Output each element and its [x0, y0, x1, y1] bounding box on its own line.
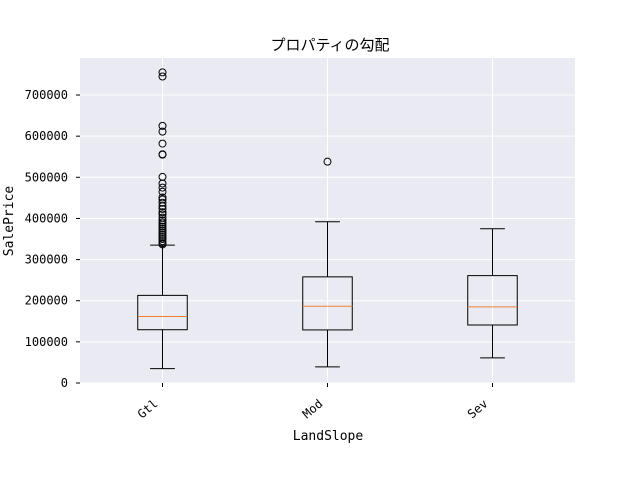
outlier-point — [158, 68, 167, 77]
outlier-point — [158, 237, 167, 246]
x-axis-label: LandSlope — [293, 429, 364, 444]
y-tick-label: 500000 — [25, 170, 68, 184]
outlier-point — [323, 157, 332, 166]
outlier-point — [158, 150, 167, 159]
y-tick-label: 400000 — [25, 211, 68, 225]
outlier-point — [158, 121, 167, 130]
x-axis-ticks: Gtl Mod Sev — [135, 383, 493, 421]
box-gtl — [137, 68, 188, 370]
outlier-point — [158, 235, 167, 244]
outlier-point — [158, 218, 167, 227]
outlier-point — [158, 232, 167, 241]
outlier-point — [158, 72, 167, 81]
box-sev — [467, 228, 518, 359]
outlier-point — [158, 213, 167, 222]
outlier-point — [158, 183, 167, 192]
outlier-point — [158, 224, 167, 233]
iqr-box — [467, 275, 518, 326]
y-tick-label: 100000 — [25, 335, 68, 349]
y-tick-label: 200000 — [25, 294, 68, 308]
x-tick-label: Mod — [300, 397, 326, 422]
y-axis-ticks: 0 100000 200000 300000 400000 500000 600000 700… — [25, 88, 80, 390]
outlier-point — [158, 208, 167, 217]
iqr-box — [137, 294, 188, 331]
outlier-point — [158, 187, 167, 196]
iqr-box — [302, 276, 353, 331]
outlier-point — [158, 228, 167, 237]
outlier-point — [158, 230, 167, 239]
outlier-point — [158, 139, 167, 148]
y-tick-label: 300000 — [25, 253, 68, 267]
outlier-point — [158, 204, 167, 213]
outlier-point — [158, 172, 167, 181]
outlier-point — [158, 195, 167, 204]
y-tick-label: 600000 — [25, 129, 68, 143]
outlier-point — [158, 239, 167, 248]
y-tick-label: 0 — [61, 376, 68, 390]
outlier-point — [158, 127, 167, 136]
x-tick-label: Gtl — [135, 397, 161, 422]
outlier-point — [158, 216, 167, 225]
boxes — [137, 68, 518, 370]
box-mod — [302, 157, 353, 368]
outlier-point — [158, 193, 167, 202]
outlier-point — [158, 226, 167, 235]
y-axis-label: SalePrice — [2, 186, 17, 257]
outlier-point — [158, 198, 167, 207]
x-tick-label: Sev — [465, 397, 491, 422]
chart-title: プロパティの勾配 — [270, 36, 389, 54]
y-tick-label: 700000 — [25, 88, 68, 102]
outlier-point — [158, 210, 167, 219]
outlier-point — [158, 222, 167, 231]
